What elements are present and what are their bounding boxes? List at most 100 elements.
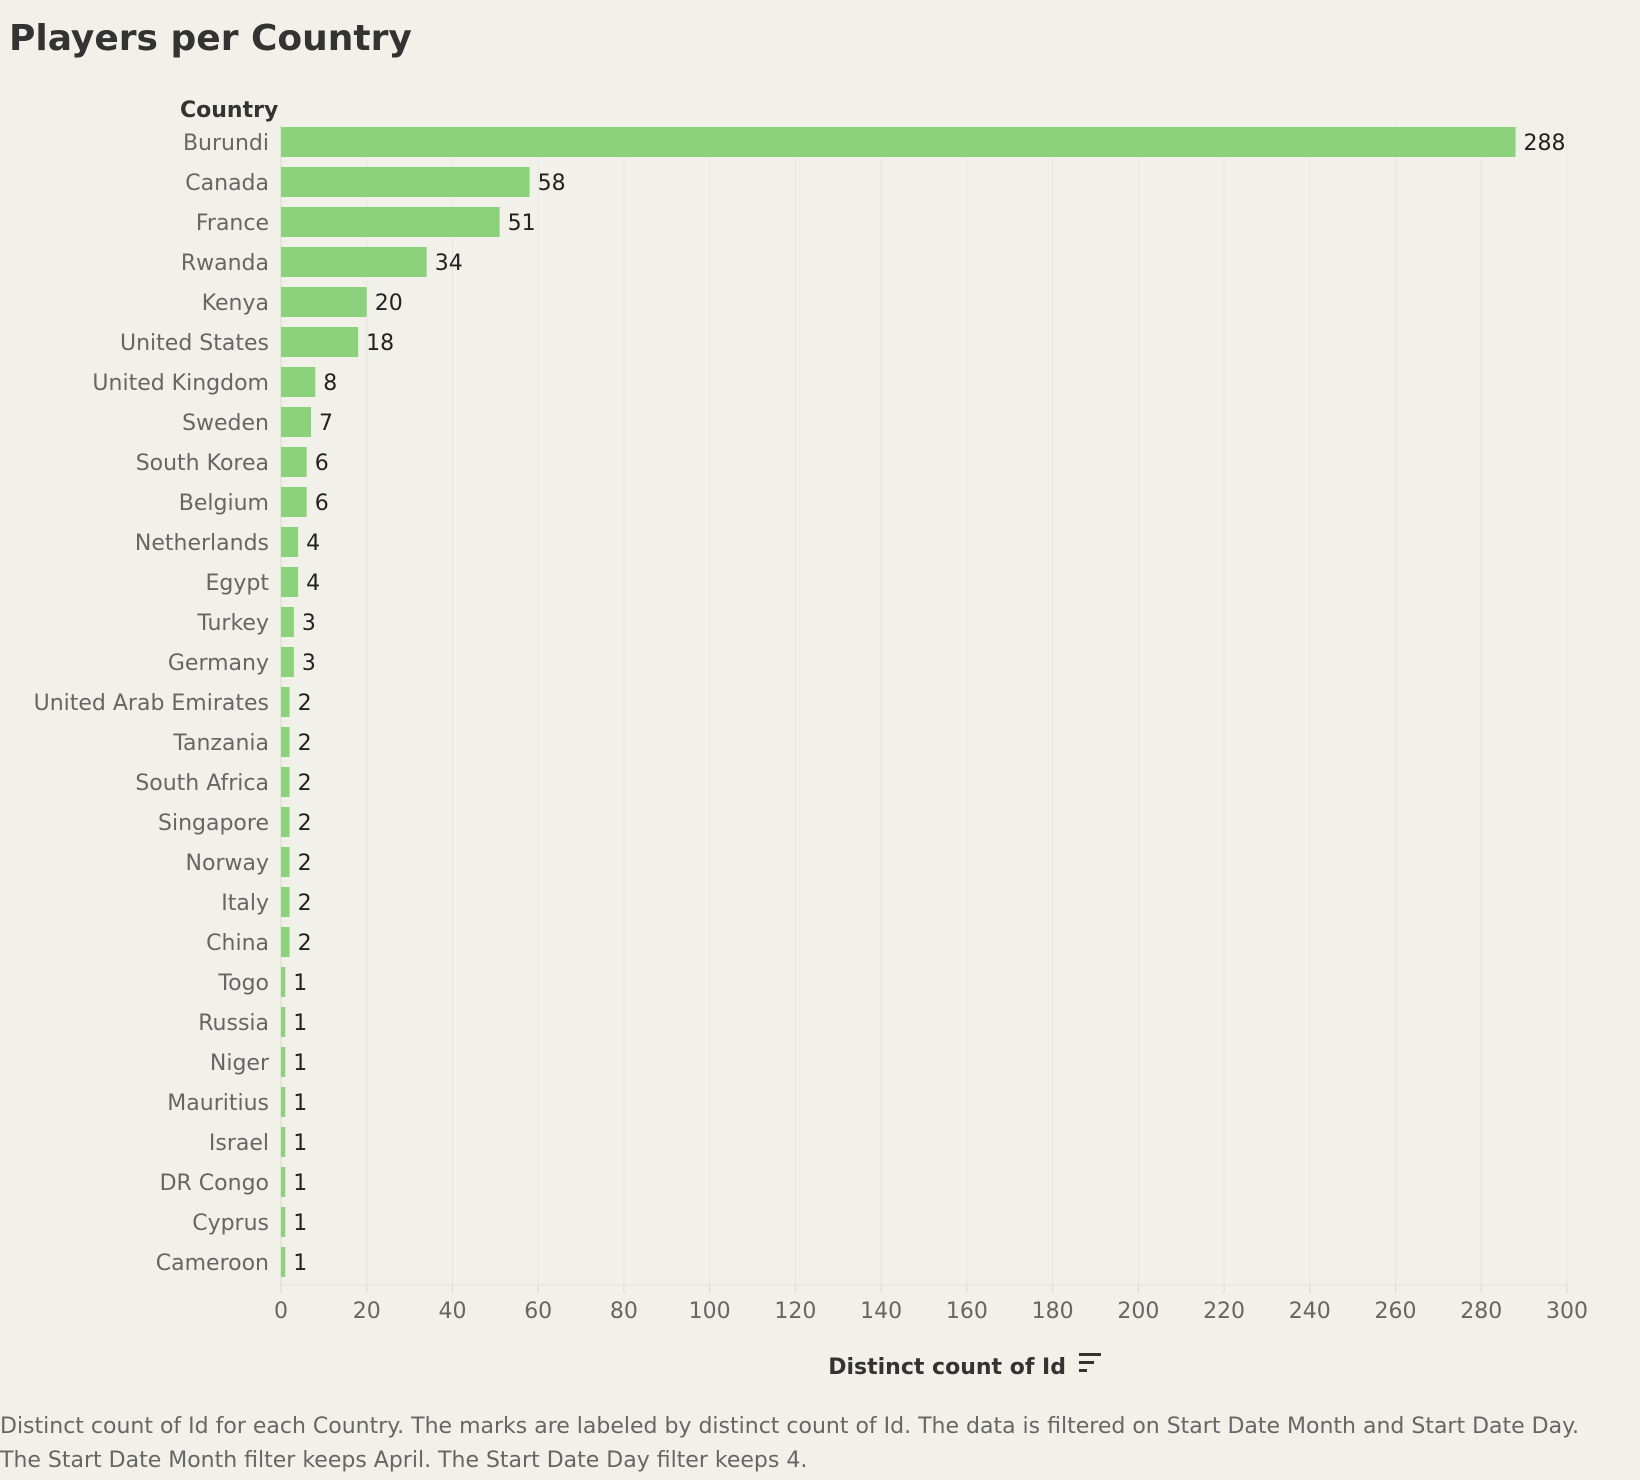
bar[interactable] [281, 767, 290, 797]
category-label: Niger [210, 1051, 270, 1076]
data-label: 3 [302, 651, 316, 676]
x-tick-label: 80 [610, 1299, 638, 1324]
x-tick-label: 220 [1203, 1299, 1245, 1324]
bar[interactable] [281, 1167, 286, 1197]
data-label: 6 [315, 451, 329, 476]
bar[interactable] [281, 847, 290, 877]
bar[interactable] [281, 407, 312, 437]
data-label: 1 [293, 1011, 307, 1036]
category-label: Netherlands [135, 531, 269, 556]
data-label: 6 [315, 491, 329, 516]
data-label: 1 [293, 1051, 307, 1076]
x-tick-label: 60 [524, 1299, 552, 1324]
bar[interactable] [281, 567, 299, 597]
x-tick-label: 160 [946, 1299, 988, 1324]
category-label: Cyprus [192, 1211, 269, 1236]
x-tick-label: 200 [1117, 1299, 1159, 1324]
bar[interactable] [281, 367, 316, 397]
data-label: 2 [298, 731, 312, 756]
data-label: 2 [298, 931, 312, 956]
bar[interactable] [281, 1207, 286, 1237]
bar[interactable] [281, 527, 299, 557]
data-label: 4 [306, 571, 320, 596]
data-label: 20 [375, 291, 403, 316]
bar[interactable] [281, 887, 290, 917]
category-label: United Kingdom [92, 371, 269, 396]
x-tick-label: 280 [1460, 1299, 1502, 1324]
data-label: 2 [298, 691, 312, 716]
bar[interactable] [281, 727, 290, 757]
bar[interactable] [281, 1247, 286, 1277]
category-label: Burundi [183, 131, 269, 156]
category-label: Sweden [182, 411, 269, 436]
bar[interactable] [281, 487, 307, 517]
x-axis-title: Distinct count of Id [828, 1355, 1066, 1380]
x-tick-label: 180 [1032, 1299, 1074, 1324]
data-label: 2 [298, 811, 312, 836]
x-tick-label: 240 [1289, 1299, 1331, 1324]
data-label: 288 [1524, 131, 1566, 156]
category-label: Belgium [179, 491, 269, 516]
data-label: 1 [293, 1091, 307, 1116]
data-label: 3 [302, 611, 316, 636]
category-label: Israel [209, 1131, 269, 1156]
bar[interactable] [281, 927, 290, 957]
gridlines [280, 126, 1568, 1286]
category-label: Russia [198, 1011, 269, 1036]
bar[interactable] [281, 807, 290, 837]
category-labels: Burundi Canada France Rwanda Kenya United Sta… [34, 131, 270, 1276]
category-label: DR Congo [160, 1171, 269, 1196]
data-label: 2 [298, 851, 312, 876]
bar[interactable] [281, 1007, 286, 1037]
bar[interactable] [281, 287, 367, 317]
data-label: 58 [538, 171, 566, 196]
category-label: Germany [168, 651, 269, 676]
data-label: 1 [293, 1211, 307, 1236]
bar[interactable] [281, 447, 307, 477]
x-tick-label: 40 [438, 1299, 466, 1324]
bar[interactable] [281, 127, 1516, 157]
bar[interactable] [281, 1127, 286, 1157]
caption-line-2: The Start Date Month filter keeps April.… [0, 1448, 808, 1473]
category-label: Rwanda [181, 251, 269, 276]
data-label: 4 [306, 531, 320, 556]
data-label: 2 [298, 891, 312, 916]
category-label: Mauritius [167, 1091, 269, 1116]
x-tick-label: 20 [353, 1299, 381, 1324]
bar[interactable] [281, 687, 290, 717]
bar[interactable] [281, 1047, 286, 1077]
data-label: 1 [293, 1251, 307, 1276]
sort-descending-icon[interactable] [1079, 1353, 1101, 1372]
bar[interactable] [281, 1087, 286, 1117]
category-label: United States [120, 331, 269, 356]
bar[interactable] [281, 647, 294, 677]
category-label: South Africa [135, 771, 269, 796]
data-label: 51 [508, 211, 536, 236]
category-label: Egypt [206, 571, 270, 596]
bar[interactable] [281, 967, 286, 997]
category-label: United Arab Emirates [34, 691, 269, 716]
bar[interactable] [281, 207, 500, 237]
category-label: Kenya [202, 291, 269, 316]
caption-line-1: Distinct count of Id for each Country. T… [0, 1414, 1579, 1439]
category-label: Togo [217, 971, 269, 996]
category-label: Norway [186, 851, 269, 876]
x-tick-label: 120 [774, 1299, 816, 1324]
data-label: 1 [293, 1171, 307, 1196]
data-label: 8 [323, 371, 337, 396]
bars[interactable] [281, 127, 1516, 1277]
data-label: 1 [293, 971, 307, 996]
data-label: 18 [366, 331, 394, 356]
bar[interactable] [281, 607, 294, 637]
x-tick-label: 0 [274, 1299, 288, 1324]
data-label: 34 [435, 251, 463, 276]
bar[interactable] [281, 247, 427, 277]
x-tick-label: 140 [860, 1299, 902, 1324]
category-label: France [196, 211, 269, 236]
bar[interactable] [281, 167, 530, 197]
data-label: 2 [298, 771, 312, 796]
page-title: Players per Country [9, 18, 412, 59]
x-tick-label: 300 [1546, 1299, 1588, 1324]
bar[interactable] [281, 327, 359, 357]
